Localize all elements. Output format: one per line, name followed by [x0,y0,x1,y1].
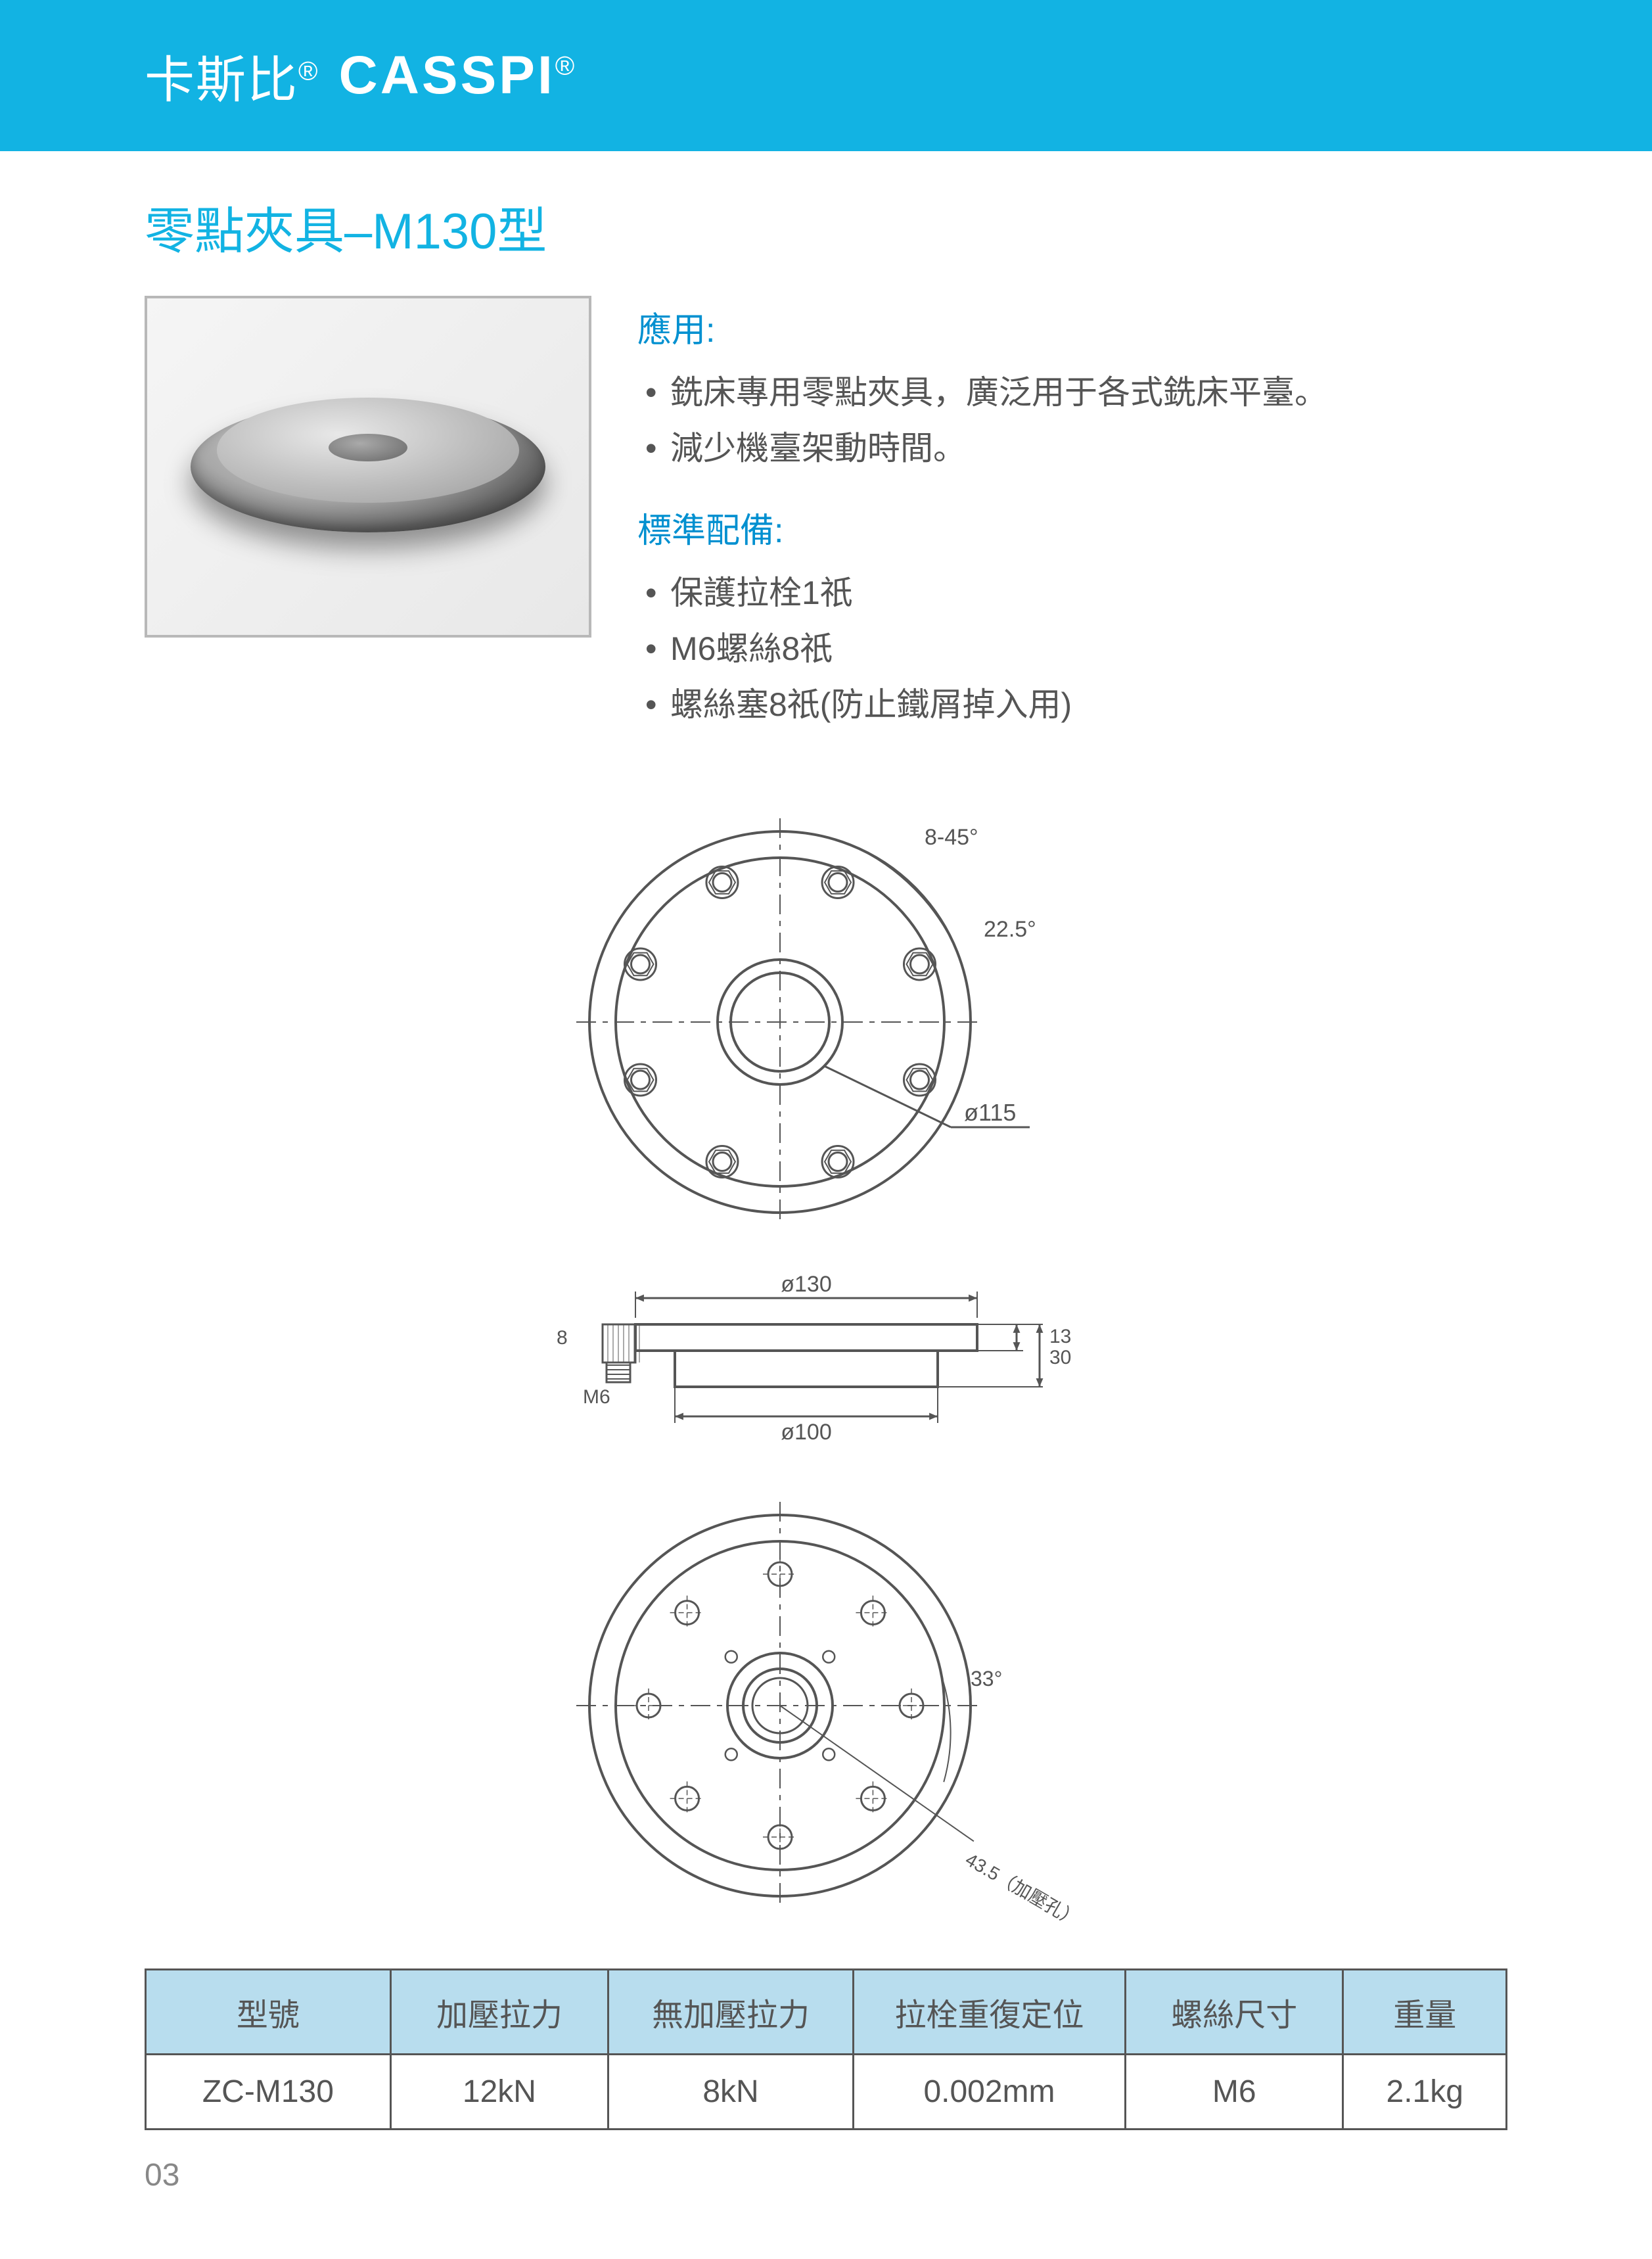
table-cell: ZC-M130 [146,2055,391,2130]
table-header: 拉栓重復定位 [853,1970,1125,2055]
table-header: 重量 [1343,1970,1507,2055]
top-view-drawing: 8-45° 22.5° ø115 [530,785,1122,1246]
application-heading: 應用: [637,302,1507,352]
spec-table: 型號加壓拉力無加壓拉力拉栓重復定位螺絲尺寸重量 ZC-M13012kN8kN0.… [145,1968,1507,2130]
table-header: 無加壓拉力 [608,1970,854,2055]
brand-en: CASSPI® [338,45,577,106]
svg-text:30: 30 [1049,1347,1071,1368]
brand-header: 卡斯比® CASSPI® [0,0,1652,151]
list-item: 銑床專用零點夾具，廣泛用于各式銑床平臺。 [637,365,1507,421]
list-item: M6螺絲8祇 [637,621,1507,677]
svg-text:M6: M6 [583,1386,610,1408]
table-row: ZC-M13012kN8kN0.002mmM62.1kg [146,2055,1507,2130]
list-item: 減少機臺架動時間。 [637,421,1507,477]
svg-text:33°: 33° [971,1667,1002,1690]
specs-block: 應用: 銑床專用零點夾具，廣泛用于各式銑床平臺。 減少機臺架動時間。 標準配備:… [637,296,1507,759]
svg-text:8-45°: 8-45° [925,825,978,850]
svg-text:43.5（加壓孔）: 43.5（加壓孔） [962,1849,1083,1929]
svg-text:ø130: ø130 [781,1272,832,1297]
table-cell: 0.002mm [853,2055,1125,2130]
table-header: 螺絲尺寸 [1126,1970,1343,2055]
svg-text:13: 13 [1049,1326,1071,1347]
table-header: 型號 [146,1970,391,2055]
svg-text:ø100: ø100 [781,1420,832,1445]
table-cell: 12kN [390,2055,608,2130]
brand-cn: 卡斯比® [145,39,319,112]
svg-text:8: 8 [557,1327,568,1349]
standard-list: 保護拉栓1祇 M6螺絲8祇 螺絲塞8祇(防止鐵屑掉入用) [637,565,1507,733]
list-item: 保護拉栓1祇 [637,565,1507,621]
side-view-drawing: ø130 M6 8 1330 ø100 [530,1265,1122,1462]
svg-text:22.5°: 22.5° [984,917,1036,942]
page-number: 03 [145,2157,179,2193]
list-item: 螺絲塞8祇(防止鐵屑掉入用) [637,677,1507,733]
table-header: 加壓拉力 [390,1970,608,2055]
standard-heading: 標準配備: [637,503,1507,552]
product-photo [145,296,591,638]
table-cell: 2.1kg [1343,2055,1507,2130]
application-list: 銑床專用零點夾具，廣泛用于各式銑床平臺。 減少機臺架動時間。 [637,365,1507,477]
bottom-view-drawing: 33° 43.5（加壓孔） [530,1482,1122,1929]
table-cell: M6 [1126,2055,1343,2130]
table-cell: 8kN [608,2055,854,2130]
page-title: 零點夾具–M130型 [145,191,1507,263]
svg-text:ø115: ø115 [964,1099,1016,1126]
